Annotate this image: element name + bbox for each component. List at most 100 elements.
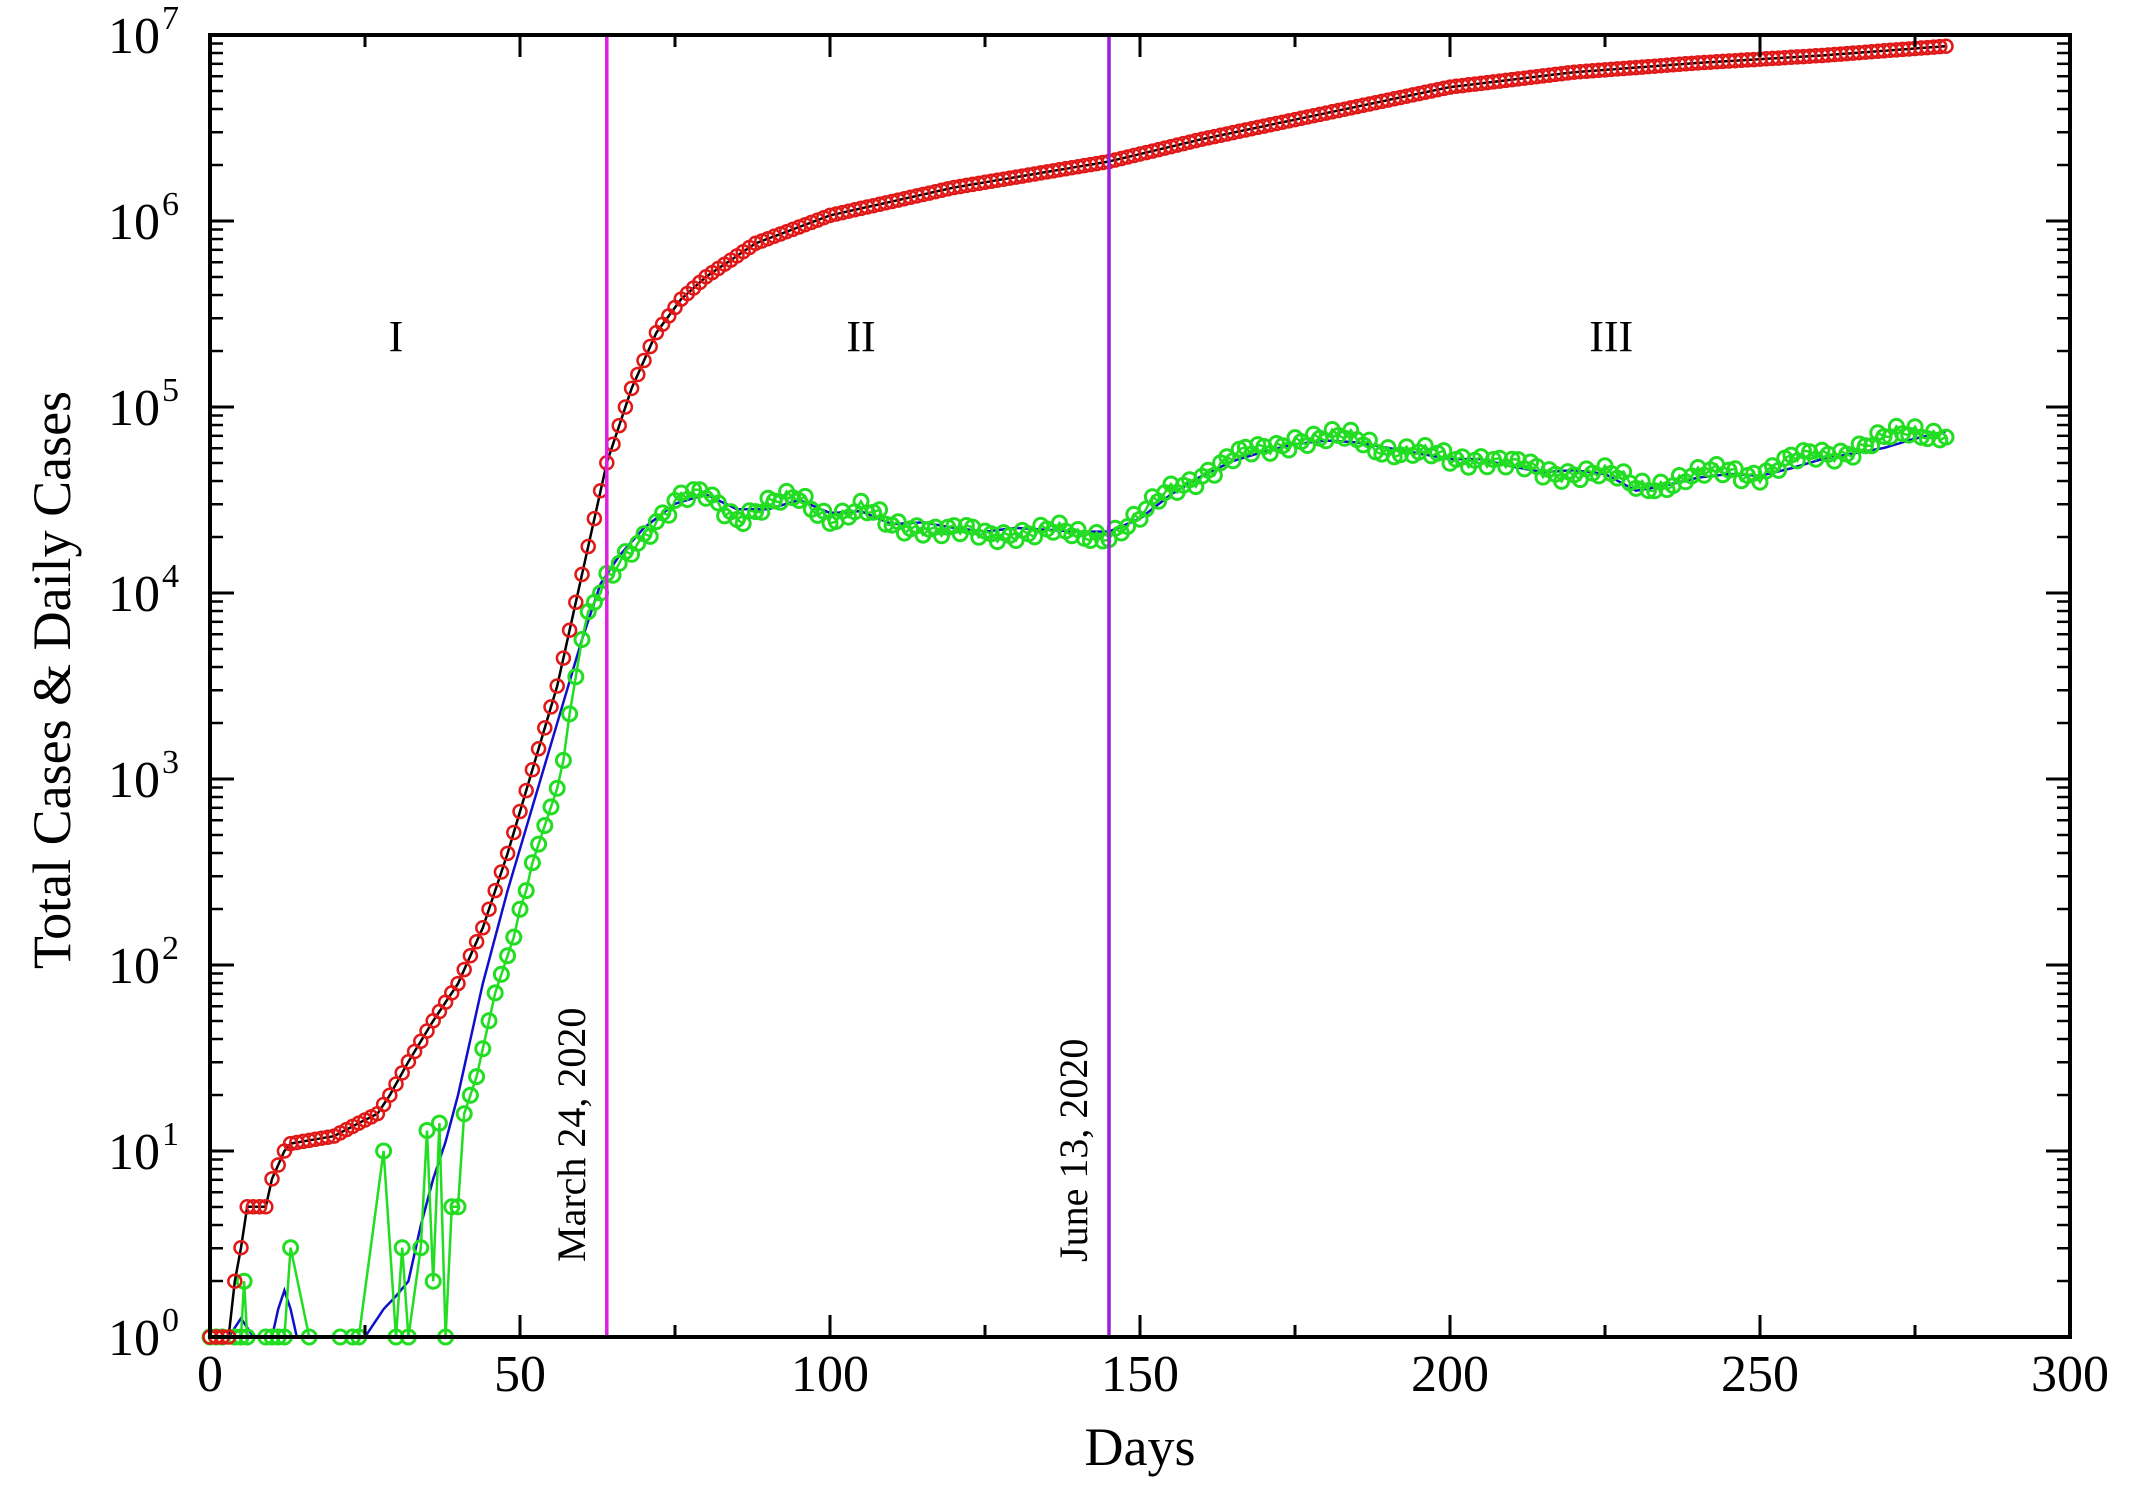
daily-cases-point	[871, 501, 889, 519]
daily-cases-point	[393, 1239, 411, 1257]
daily-cases-point	[412, 1239, 430, 1257]
x-tick-labels: 0 50 100 150 200 250 300	[197, 1346, 2109, 1403]
total-cases-point	[580, 538, 596, 555]
total-cases-point	[586, 510, 603, 527]
y-tick-exponent: 3	[162, 744, 179, 781]
y-tick-label: 10	[108, 1310, 160, 1367]
total-cases-point	[499, 845, 516, 862]
total-cases-point	[537, 720, 553, 736]
daily-cases-point	[641, 527, 659, 545]
total-cases-point	[574, 566, 590, 583]
y-tick-label: 10	[108, 938, 160, 995]
daily-cases-point	[685, 481, 703, 499]
total-cases-point	[462, 947, 479, 964]
y-tick-label: 10	[108, 566, 160, 623]
daily-cases-point	[511, 900, 529, 918]
y-tick-label: 10	[108, 380, 160, 437]
daily-cases-point	[747, 503, 765, 521]
daily-cases-point	[474, 1040, 492, 1058]
total-cases-point	[568, 594, 584, 611]
daily-cases-point	[449, 1198, 467, 1216]
daily-cases-point	[1856, 437, 1874, 455]
total-cases-point	[611, 417, 627, 434]
y-tick-exponent: 6	[162, 186, 179, 223]
x-tick-label: 50	[494, 1346, 546, 1403]
daily-cases-point	[455, 1105, 473, 1123]
axis-ticks	[208, 33, 2072, 1339]
daily-cases-point	[554, 751, 572, 769]
daily-cases-point	[536, 817, 554, 834]
daily-cases-point	[499, 947, 517, 965]
x-axis-title: Days	[1085, 1417, 1196, 1477]
x-tick-label: 250	[1721, 1346, 1799, 1403]
daily-cases-point	[709, 494, 727, 512]
daily-cases-point	[418, 1122, 436, 1139]
daily-cases-point	[561, 705, 579, 723]
daily-cases-point	[430, 1114, 448, 1132]
total-cases-point	[630, 366, 646, 383]
daily-cases-point	[468, 1068, 486, 1086]
total-cases-point	[636, 352, 652, 369]
date-label: June 13, 2020	[1051, 1039, 1096, 1262]
y-tick-exponent: 5	[162, 372, 179, 409]
y-tick-label: 10	[108, 752, 160, 809]
total-cases-point	[456, 961, 472, 978]
daily-cases-point	[480, 1012, 498, 1030]
daily-cases-point	[486, 984, 504, 1002]
vertical-markers: March 24, 2020 June 13, 2020	[549, 35, 1111, 1337]
daily-cases-point	[548, 779, 566, 797]
total-cases-point	[468, 934, 485, 950]
daily-cases-point	[660, 506, 678, 524]
region-label: I	[389, 312, 404, 361]
y-tick-label: 10	[108, 8, 160, 65]
total-cases-point	[623, 380, 640, 397]
daily-cases-point	[424, 1272, 442, 1290]
total-cases-point	[481, 901, 497, 917]
y-axis-title: Total Cases & Daily Cases	[22, 391, 82, 969]
daily-cases-point	[1503, 450, 1521, 468]
total-cases-point	[549, 678, 565, 694]
plot-frame	[208, 33, 2072, 1339]
total-cases-point	[233, 1239, 249, 1256]
x-tick-label: 100	[791, 1346, 869, 1403]
total-cases-point	[555, 650, 572, 666]
region-label: III	[1589, 312, 1633, 361]
y-tick-exponent: 4	[162, 558, 179, 595]
total-cases-point	[475, 920, 491, 936]
total-cases-point	[530, 741, 547, 757]
daily-cases-point	[517, 882, 535, 900]
region-labels: I II III	[389, 312, 1634, 361]
daily-cases-point	[1863, 437, 1881, 455]
daily-cases-point	[542, 798, 560, 816]
total-cases-point	[518, 782, 534, 799]
x-tick-label: 200	[1411, 1346, 1489, 1403]
daily-cases-point	[492, 965, 510, 983]
x-tick-label: 0	[197, 1346, 223, 1403]
x-tick-label: 300	[2031, 1346, 2109, 1403]
daily-cases-point	[505, 928, 523, 946]
daily-cases-point	[573, 631, 591, 648]
y-tick-label: 10	[108, 1124, 160, 1181]
total-cases-point	[450, 975, 466, 992]
total-cases-point	[617, 399, 634, 415]
y-tick-exponent: 0	[162, 1302, 179, 1339]
total-cases-point	[1932, 38, 1948, 55]
total-cases-point	[561, 622, 578, 638]
total-cases-point	[642, 338, 658, 355]
daily-cases-point	[1639, 482, 1657, 500]
daily-cases-point	[443, 1198, 461, 1216]
daily-cases-point	[1794, 442, 1812, 460]
daily-cases-point	[375, 1142, 393, 1160]
daily-cases-point	[282, 1239, 300, 1257]
daily-cases-point	[1844, 448, 1862, 466]
total-cases-point	[512, 803, 528, 820]
total-cases-point	[524, 761, 541, 778]
total-cases-point	[1938, 38, 1954, 54]
total-cases-point	[506, 824, 522, 841]
y-tick-exponent: 7	[162, 0, 179, 37]
total-cases-point	[227, 1273, 243, 1289]
total-cases-point	[394, 1065, 410, 1081]
